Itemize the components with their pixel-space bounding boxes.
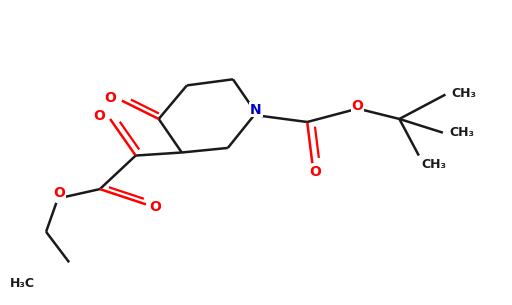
Text: O: O [53,186,65,200]
Text: CH₃: CH₃ [421,158,446,171]
Text: O: O [93,109,105,123]
Text: O: O [309,165,321,179]
Text: O: O [351,99,364,113]
Text: O: O [149,200,161,214]
Text: N: N [250,103,262,117]
Text: CH₃: CH₃ [449,126,474,139]
Text: O: O [104,91,117,105]
Text: CH₃: CH₃ [452,87,477,99]
Text: H₃C: H₃C [10,277,35,290]
